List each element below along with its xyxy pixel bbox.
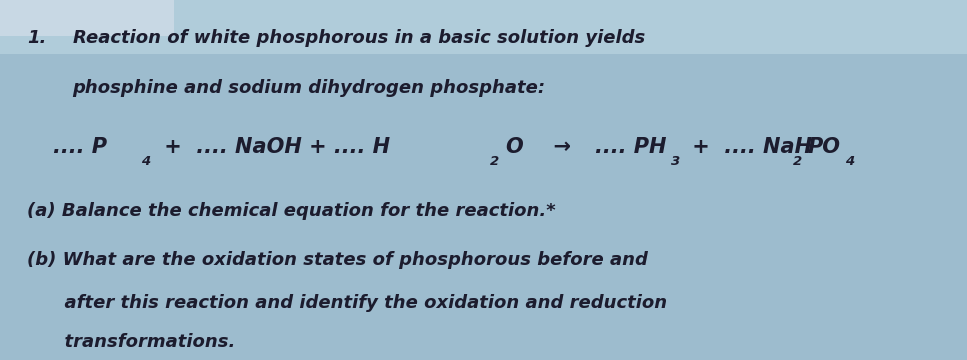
Text: transformations.: transformations. [27, 333, 235, 351]
FancyBboxPatch shape [0, 0, 174, 36]
Text: Reaction of white phosphorous in a basic solution yields: Reaction of white phosphorous in a basic… [73, 29, 645, 47]
Text: phosphine and sodium dihydrogen phosphate:: phosphine and sodium dihydrogen phosphat… [73, 79, 545, 97]
Text: +  .... NaH: + .... NaH [685, 137, 811, 157]
FancyBboxPatch shape [0, 0, 967, 54]
Text: →: → [539, 137, 585, 157]
Text: 3: 3 [671, 154, 681, 167]
Text: (a) Balance the chemical equation for the reaction.*: (a) Balance the chemical equation for th… [27, 202, 556, 220]
Text: 4: 4 [845, 154, 855, 167]
Text: 2: 2 [490, 154, 500, 167]
Text: .... PH: .... PH [595, 137, 666, 157]
Text: 4: 4 [141, 154, 151, 167]
Text: +  .... NaOH + .... H: + .... NaOH + .... H [157, 137, 390, 157]
Text: 2: 2 [793, 154, 803, 167]
Text: 1.: 1. [27, 29, 46, 47]
Text: .... P: .... P [53, 137, 107, 157]
Text: (b) What are the oxidation states of phosphorous before and: (b) What are the oxidation states of pho… [27, 251, 648, 269]
Text: after this reaction and identify the oxidation and reduction: after this reaction and identify the oxi… [27, 294, 667, 312]
Text: PO: PO [807, 137, 840, 157]
Text: O: O [505, 137, 522, 157]
